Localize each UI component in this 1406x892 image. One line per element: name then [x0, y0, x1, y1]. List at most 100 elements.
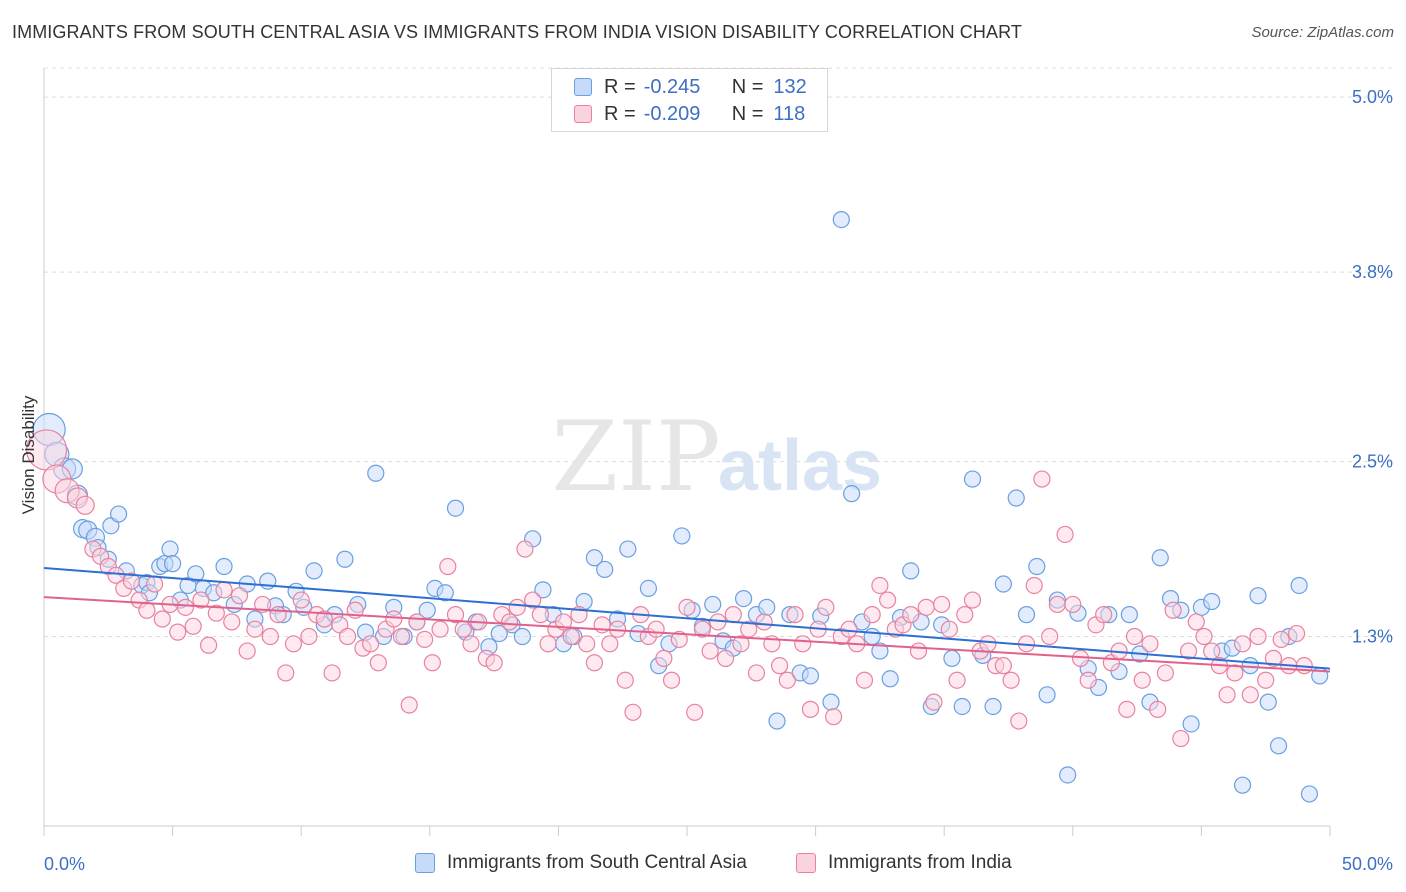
data-point-india [554, 613, 573, 631]
data-point-india [362, 635, 380, 653]
data-point-india [1164, 601, 1182, 619]
data-point-south-central-asia [984, 697, 1002, 716]
data-point-india [902, 606, 920, 624]
data-point-india [1264, 649, 1283, 667]
data-point-south-central-asia [1249, 587, 1267, 605]
legend-r-value-pink: -0.209 [643, 102, 701, 125]
data-point-india [647, 620, 665, 638]
trend-line-india [43, 596, 1331, 673]
data-point-india [338, 627, 357, 646]
data-point-south-central-asia [801, 667, 820, 685]
data-point-india [1125, 627, 1144, 646]
data-point-india [670, 630, 688, 649]
legend-n-label: N = [731, 75, 764, 98]
data-point-india [207, 604, 225, 622]
data-point-india [246, 620, 264, 638]
data-point-india [1218, 686, 1236, 704]
data-point-india [153, 610, 171, 628]
data-point-india [1010, 712, 1028, 730]
data-point-india [601, 635, 619, 653]
legend-r-label: R = [604, 75, 636, 98]
data-point-india [1025, 576, 1043, 595]
data-point-india [524, 591, 542, 609]
bottom-legend-india: Immigrants from India [796, 852, 1012, 874]
data-point-india [192, 591, 210, 609]
legend-r-value-blue: -0.245 [643, 75, 701, 98]
data-point-india [1287, 624, 1306, 643]
data-point-india [1272, 630, 1290, 649]
data-point-south-central-asia [704, 595, 722, 614]
data-point-south-central-asia [768, 712, 786, 730]
data-point-india [948, 671, 966, 689]
data-point-india [1233, 635, 1252, 653]
data-point-south-central-asia [305, 562, 323, 580]
data-point-south-central-asia [164, 555, 182, 573]
legend-r-label: R = [604, 102, 636, 125]
y-tick-label: 5.0% [1352, 87, 1393, 107]
data-point-south-central-asia [994, 575, 1012, 593]
legend-n-label: N = [731, 102, 764, 125]
data-point-india [485, 654, 503, 672]
data-point-south-central-asia [1290, 576, 1308, 595]
data-point-india [778, 671, 796, 689]
data-point-india [1079, 671, 1097, 689]
data-point-india [585, 654, 604, 672]
data-point-india [879, 591, 897, 609]
data-point-south-central-asia [1259, 693, 1277, 711]
data-point-india [423, 654, 441, 672]
data-point-india [439, 557, 457, 576]
data-point-south-central-asia [418, 601, 436, 619]
data-point-india [1149, 700, 1167, 718]
data-point-south-central-asia [1182, 715, 1200, 733]
data-point-india [940, 620, 958, 638]
chart-title: IMMIGRANTS FROM SOUTH CENTRAL ASIA VS IM… [12, 22, 1022, 42]
grid-lines [44, 67, 1393, 637]
data-point-south-central-asia [1300, 785, 1319, 803]
data-point-india [230, 587, 249, 605]
data-point-south-central-asia [1269, 737, 1288, 755]
source-label: Source: ZipAtlas.com [1251, 24, 1394, 41]
data-point-india [122, 572, 141, 590]
data-point-south-central-asia [863, 627, 881, 646]
data-point-india [732, 635, 750, 653]
data-point-south-central-asia [619, 540, 637, 558]
watermark-zip: ZIP [551, 401, 720, 513]
data-point-south-central-asia [436, 584, 454, 602]
data-point-india [446, 606, 465, 624]
data-point-south-central-asia [734, 589, 753, 608]
data-point-india [956, 606, 974, 624]
data-point-south-central-asia [161, 540, 179, 558]
data-point-india [1195, 627, 1213, 646]
data-point-india [254, 595, 272, 614]
data-point-south-central-asia [758, 598, 776, 616]
data-point-india [1133, 671, 1151, 689]
data-point-south-central-asia [902, 562, 920, 580]
data-point-south-central-asia [953, 697, 971, 716]
data-point-south-central-asia [1151, 549, 1169, 567]
data-point-south-central-asia [513, 627, 531, 646]
legend-n-value-pink: 118 [773, 102, 806, 125]
data-point-india [1226, 664, 1244, 682]
bottom-legend-south-central-asia: Immigrants from South Central Asia [415, 852, 747, 874]
data-point-india [1141, 635, 1159, 653]
data-point-india [933, 595, 951, 614]
data-point-south-central-asia [187, 565, 205, 583]
y-tick-label: 2.5% [1352, 452, 1393, 472]
data-point-south-central-asia [1120, 606, 1138, 624]
data-point-india [145, 575, 164, 593]
y-tick-labels: 1.3% 2.5% 3.8% 5.0% [1352, 87, 1393, 646]
data-point-india [963, 591, 982, 609]
data-point-india [909, 642, 928, 660]
data-point-india [516, 540, 534, 558]
data-point-india [801, 700, 820, 718]
data-point-south-central-asia [639, 579, 658, 597]
data-point-india [323, 664, 341, 682]
data-point-india [770, 657, 789, 675]
data-point-india [1203, 642, 1221, 660]
x-tick-label-min: 0.0% [44, 854, 85, 874]
data-point-india [1118, 700, 1136, 718]
legend-box: R = -0.245 N = 132 R = -0.209 N = 118 [551, 68, 828, 132]
data-point-india [578, 635, 596, 653]
data-point-india [701, 642, 719, 660]
